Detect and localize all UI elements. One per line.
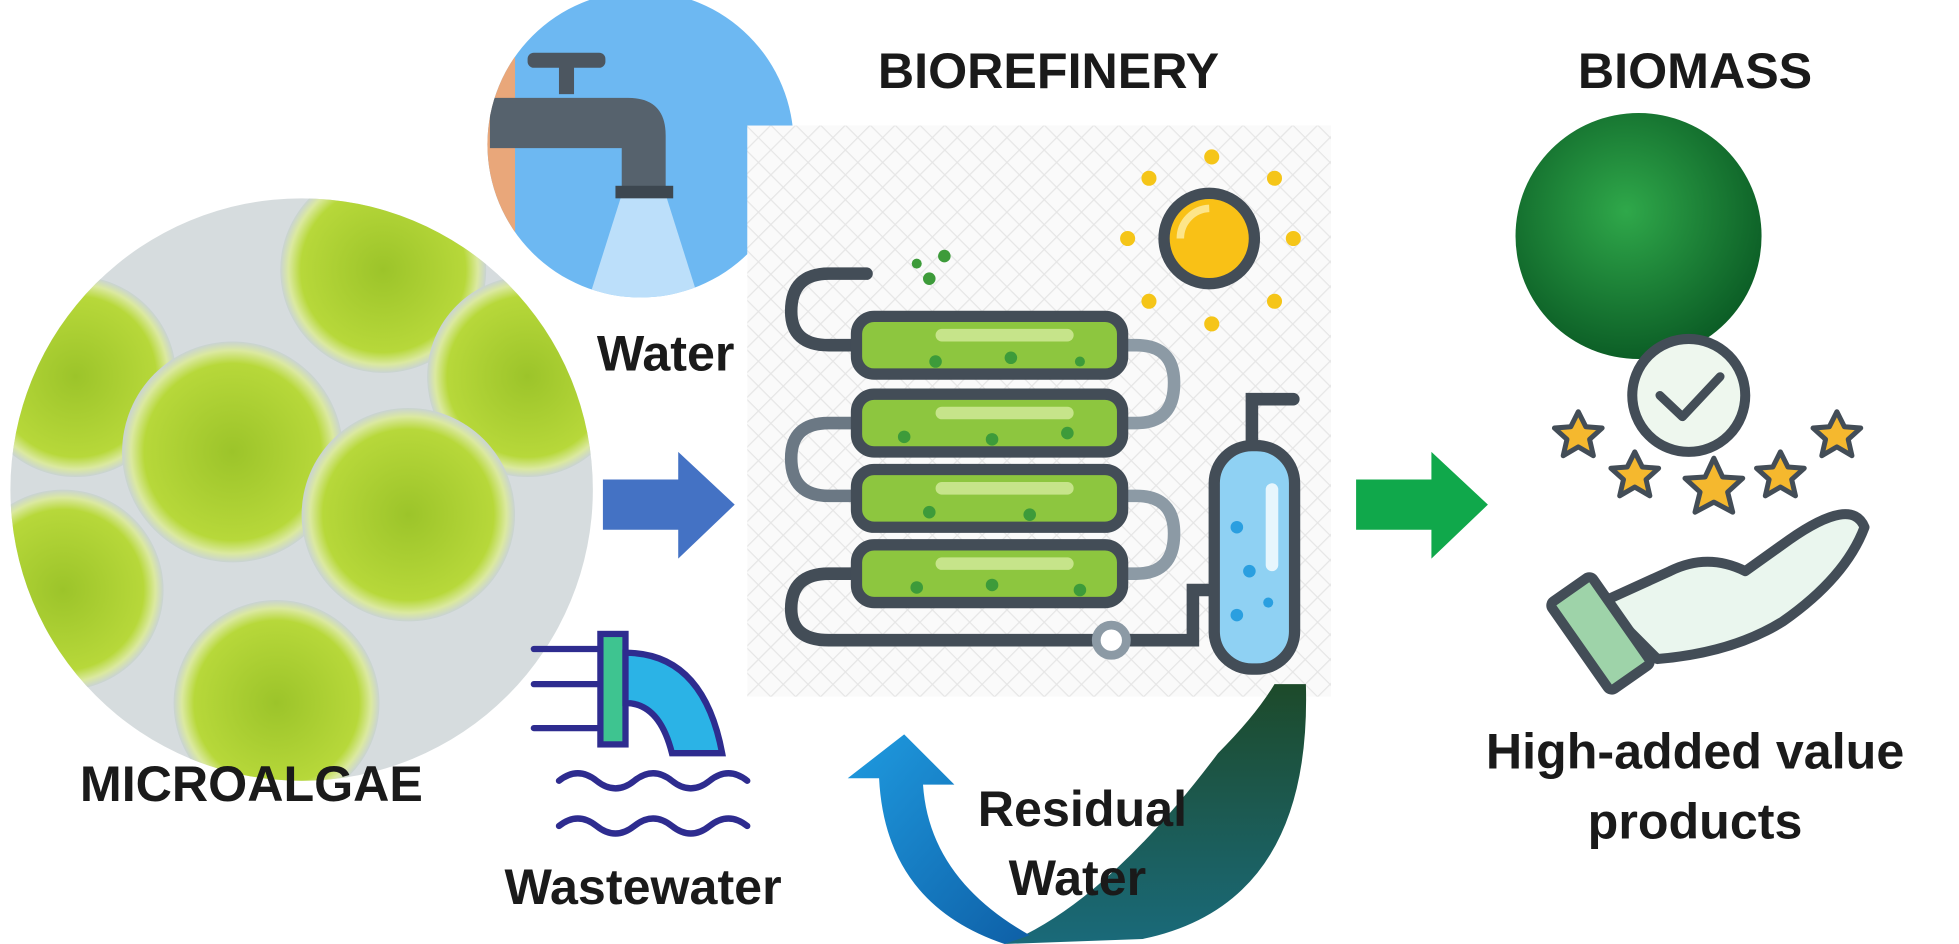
biomass-image: [1516, 113, 1762, 359]
wastewater-label: Wastewater: [504, 859, 781, 915]
residual-water-label: Residual: [978, 781, 1187, 837]
biorefinery-title: BIOREFINERY: [878, 43, 1219, 99]
products-label: High-added value: [1486, 723, 1904, 779]
wastewater-icon: [534, 634, 747, 834]
diagram: MICROALGAE Water BIOREFINERY: [0, 0, 1959, 944]
products-label: products: [1588, 794, 1803, 850]
value-icon: [1549, 339, 1864, 692]
biomass-title: BIOMASS: [1578, 43, 1812, 99]
microalgae-label: MICROALGAE: [80, 756, 423, 812]
return-arrow-head: [848, 734, 1030, 944]
residual-water-label: Water: [1009, 850, 1147, 906]
arrow: [603, 452, 735, 559]
arrow: [1356, 452, 1488, 559]
microalgae-image: [0, 167, 628, 806]
water-label: Water: [597, 325, 735, 381]
